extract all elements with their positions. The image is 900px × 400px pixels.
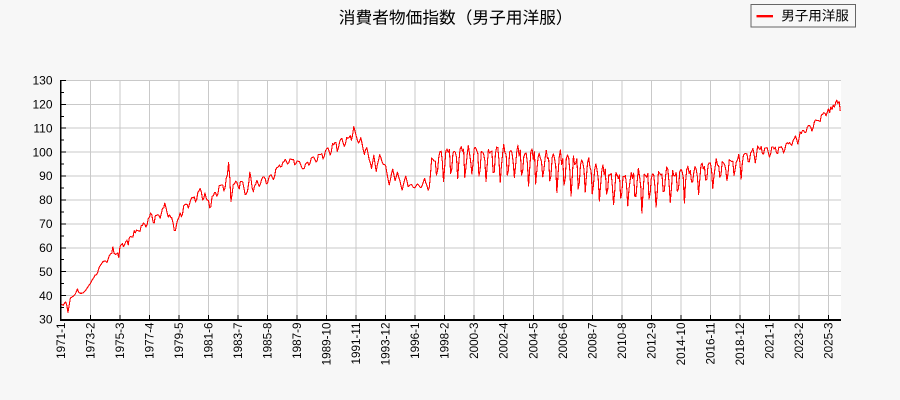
svg-text:50: 50: [39, 265, 53, 279]
svg-text:60: 60: [39, 241, 53, 255]
svg-text:2025-3: 2025-3: [822, 323, 835, 359]
svg-text:30: 30: [39, 313, 53, 327]
svg-text:1979-5: 1979-5: [173, 322, 186, 359]
svg-text:1983-7: 1983-7: [232, 323, 245, 359]
svg-text:90: 90: [39, 169, 53, 183]
svg-text:120: 120: [32, 98, 52, 112]
svg-text:1985-8: 1985-8: [262, 323, 275, 359]
svg-text:1973-2: 1973-2: [84, 323, 97, 359]
svg-text:2023-2: 2023-2: [793, 323, 806, 359]
svg-text:2016-11: 2016-11: [704, 323, 717, 365]
svg-text:2010-8: 2010-8: [616, 323, 629, 359]
svg-text:70: 70: [39, 217, 53, 231]
svg-text:100: 100: [32, 145, 52, 159]
svg-text:1989-10: 1989-10: [321, 322, 334, 365]
svg-text:1991-11: 1991-11: [350, 323, 363, 365]
svg-text:2021-1: 2021-1: [763, 323, 776, 359]
svg-text:2008-7: 2008-7: [586, 323, 599, 359]
svg-text:1993-12: 1993-12: [380, 323, 393, 366]
svg-text:1981-6: 1981-6: [203, 323, 216, 359]
svg-text:40: 40: [39, 289, 53, 303]
svg-text:2012-9: 2012-9: [645, 323, 658, 359]
svg-text:1971-1: 1971-1: [55, 323, 68, 359]
svg-text:2002-4: 2002-4: [498, 322, 511, 359]
svg-text:2000-3: 2000-3: [468, 323, 481, 359]
svg-text:2004-5: 2004-5: [527, 322, 540, 359]
svg-text:1998-2: 1998-2: [439, 323, 452, 359]
svg-text:1977-4: 1977-4: [143, 322, 156, 359]
svg-text:1987-9: 1987-9: [291, 323, 304, 359]
svg-text:1975-3: 1975-3: [114, 323, 127, 359]
svg-text:130: 130: [32, 74, 52, 88]
svg-text:2014-10: 2014-10: [675, 322, 688, 365]
svg-text:2018-12: 2018-12: [734, 323, 747, 366]
svg-text:2006-6: 2006-6: [557, 323, 570, 359]
svg-text:80: 80: [39, 193, 53, 207]
svg-text:110: 110: [33, 121, 52, 135]
svg-text:1996-1: 1996-1: [409, 323, 422, 359]
